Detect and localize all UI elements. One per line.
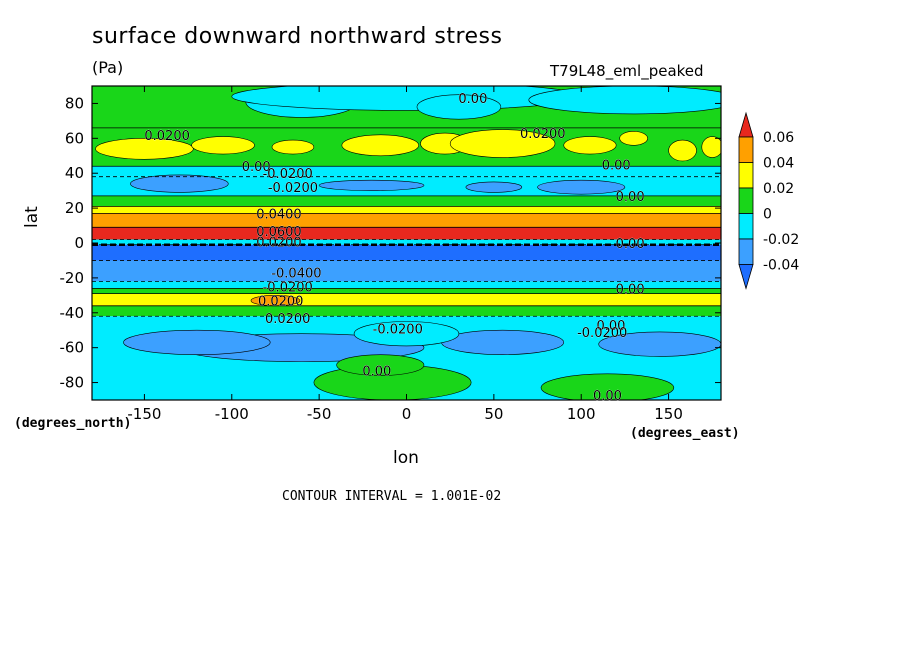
axes: -150 -100 -50 0 50 100 150 80 60 40 20 0 -20 -40 -60 -8… (60, 86, 721, 423)
contour-patch (668, 139, 697, 162)
y-tick-label: -40 (60, 304, 85, 322)
contour-band (92, 195, 721, 207)
contour-patch (123, 329, 271, 355)
contour-label: -0.0200 (268, 181, 318, 196)
contour-patch (563, 136, 617, 155)
plot-area (92, 86, 721, 400)
colorbar: 0.06 0.04 0.02 0 -0.02 -0.04 (738, 111, 799, 290)
colorbar-segment (738, 162, 754, 189)
contour-patch (416, 94, 502, 120)
contour-patch (701, 136, 721, 158)
run-name: T79L48_eml_peaked (550, 62, 704, 80)
x-tick-label: 100 (567, 405, 596, 423)
contour-patch (540, 373, 675, 400)
chart-title: surface downward northward stress (92, 24, 503, 49)
contour-label: 0.0200 (258, 295, 304, 310)
y-tick-label: 80 (65, 94, 84, 112)
y-tick-label: -80 (60, 374, 85, 392)
colorbar-segment (738, 136, 754, 163)
contour-label: 0.00 (458, 92, 487, 107)
x-axis-unit: (degrees_east) (630, 426, 740, 441)
contour-patch (271, 139, 315, 155)
contour-patch (318, 179, 425, 191)
y-tick-label: 20 (65, 199, 84, 217)
colorbar-label: -0.02 (763, 232, 799, 248)
contour-band (92, 166, 721, 177)
x-tick-label: 0 (402, 405, 412, 423)
contour-patch (449, 129, 556, 158)
contour-label: 0.00 (362, 364, 391, 379)
contour-patch (528, 86, 721, 115)
contour-patch (598, 331, 721, 357)
contour-patch (465, 181, 523, 193)
contour-label: 0.0200 (520, 127, 566, 142)
colorbar-arrow-top (738, 111, 754, 138)
contour-label: 0.00 (593, 389, 622, 404)
y-axis-unit: (degrees_north) (14, 416, 132, 431)
colorbar-segment (738, 213, 754, 240)
contour-patch (619, 131, 648, 146)
contour-label: 0.00 (616, 282, 645, 297)
x-axis-label: lon (393, 448, 419, 468)
contour-band (92, 293, 721, 306)
chart-units: (Pa) (92, 58, 124, 77)
y-tick-label: -20 (60, 269, 85, 287)
contour-label: 0.0200 (265, 312, 311, 327)
contour-band (92, 244, 721, 261)
contour-patch (353, 321, 460, 347)
y-tick-label: 60 (65, 129, 84, 147)
contour-label: -0.0200 (263, 281, 313, 296)
contour-label: 0.0200 (144, 129, 190, 144)
contour-label: -0.0200 (263, 167, 313, 182)
contour-band (92, 227, 721, 240)
contour-band (92, 206, 721, 214)
contour-label: 0.00 (616, 190, 645, 205)
contour-patch (441, 329, 565, 355)
x-tick-label: -50 (307, 405, 332, 423)
y-tick-label: -60 (60, 339, 85, 357)
contour-label: -0.0200 (577, 326, 627, 341)
contour-label: 0.00 (596, 319, 625, 334)
contour-band (92, 281, 721, 289)
x-tick-label: 150 (654, 405, 683, 423)
y-tick-label: 40 (65, 164, 84, 182)
contour-labels: 0.000.0200 0.02000.00-0.0200-0.02000.000.… (144, 92, 645, 404)
contour-patch (336, 354, 425, 376)
contour-label: -0.0400 (271, 267, 321, 282)
contour-label: 0.00 (602, 159, 631, 174)
colorbar-label: 0.04 (763, 156, 794, 172)
colorbar-arrow-bottom (738, 264, 754, 290)
x-tick-label: -100 (215, 405, 249, 423)
colorbar-segment (738, 238, 754, 265)
contour-band (92, 213, 721, 228)
contour-label: 0.00 (616, 237, 645, 252)
contour-patch (130, 174, 229, 193)
contour-band (92, 260, 721, 282)
contour-patch (191, 136, 255, 155)
contour-band (92, 288, 721, 294)
contour-label: -0.0200 (373, 322, 423, 337)
x-tick-label: 50 (484, 405, 503, 423)
contour-interval-note: CONTOUR INTERVAL = 1.001E-02 (282, 489, 502, 504)
contour-label: 0.0400 (256, 207, 302, 222)
colorbar-label: -0.04 (763, 258, 799, 274)
colorbar-segment (738, 187, 754, 214)
x-tick-label: -150 (127, 405, 161, 423)
colorbar-label: 0 (763, 207, 772, 223)
colorbar-label: 0.02 (763, 181, 794, 197)
contour-patch (341, 134, 420, 157)
contour-label: 0.00 (242, 160, 271, 175)
contour-patch (95, 138, 194, 160)
contour-label: 0.0200 (256, 235, 302, 250)
contour-band (92, 305, 721, 317)
colorbar-label: 0.06 (763, 130, 794, 146)
contour-band (92, 239, 721, 245)
contour-label: 0.0600 (256, 225, 302, 240)
y-tick-label: 0 (74, 234, 84, 252)
contour-patch (537, 179, 626, 195)
